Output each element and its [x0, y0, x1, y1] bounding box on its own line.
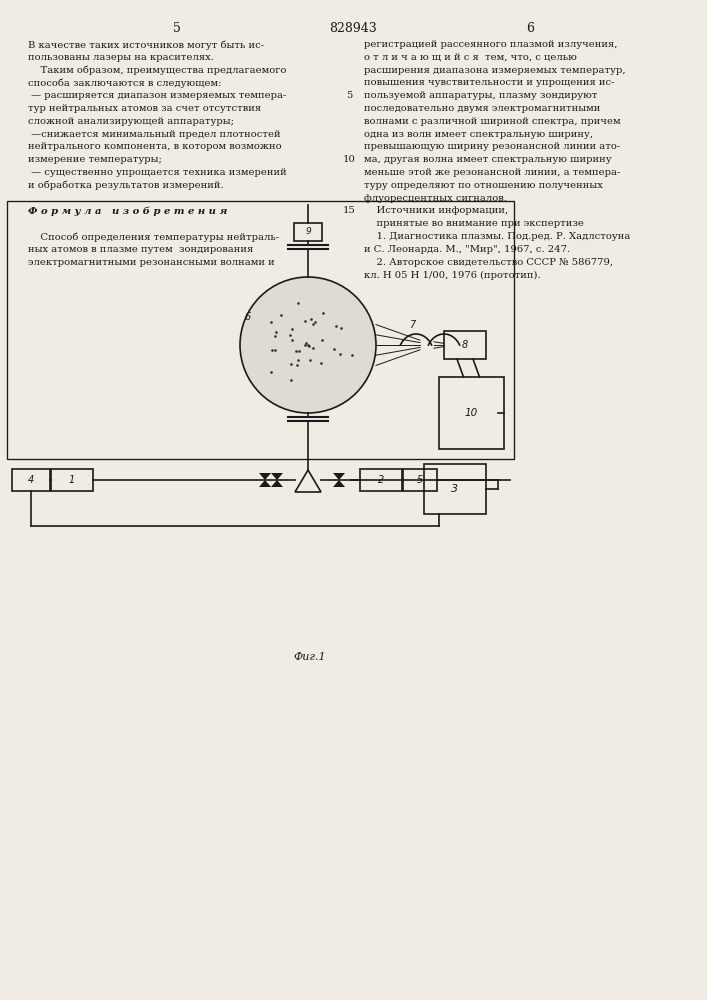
- Text: —снижается минимальный предел плотностей: —снижается минимальный предел плотностей: [28, 130, 281, 139]
- Text: 9: 9: [305, 228, 311, 236]
- Text: и С. Леонарда. М., "Мир", 1967, с. 247.: и С. Леонарда. М., "Мир", 1967, с. 247.: [364, 245, 570, 254]
- Text: 5: 5: [173, 22, 181, 35]
- Text: нейтрального компонента, в котором возможно: нейтрального компонента, в котором возмо…: [28, 142, 281, 151]
- Bar: [7, 201, 514, 459]
- Text: расширения диапазона измеряемых температур,: расширения диапазона измеряемых температ…: [364, 66, 626, 75]
- Text: регистрацией рассеянного плазмой излучения,: регистрацией рассеянного плазмой излучен…: [364, 40, 617, 49]
- Text: ма, другая волна имеет спектральную ширину: ма, другая волна имеет спектральную шири…: [364, 155, 612, 164]
- Bar: [360, 469, 402, 491]
- Bar: [294, 223, 322, 241]
- Text: 4: 4: [28, 475, 34, 485]
- Text: превышающую ширину резонансной линии ато-: превышающую ширину резонансной линии ато…: [364, 142, 620, 151]
- Polygon shape: [271, 473, 283, 480]
- Text: и обработка результатов измерений.: и обработка результатов измерений.: [28, 181, 223, 190]
- Text: 6: 6: [526, 22, 534, 35]
- Text: 10: 10: [343, 155, 356, 164]
- Text: последовательно двумя электромагнитными: последовательно двумя электромагнитными: [364, 104, 600, 113]
- Text: Ф о р м у л а   и з о б р е т е н и я: Ф о р м у л а и з о б р е т е н и я: [28, 206, 228, 216]
- Text: 1. Диагностика плазмы. Под.ред. Р. Хадлстоуна: 1. Диагностика плазмы. Под.ред. Р. Хадлс…: [364, 232, 631, 241]
- Bar: [444, 331, 486, 359]
- Text: способа заключаются в следующем:: способа заключаются в следующем:: [28, 78, 221, 88]
- Text: пользованы лазеры на красителях.: пользованы лазеры на красителях.: [28, 53, 214, 62]
- Text: 10: 10: [465, 408, 478, 418]
- Text: принятые во внимание при экспертизе: принятые во внимание при экспертизе: [364, 219, 584, 228]
- Text: кл. Н 05 Н 1/00, 1976 (прототип).: кл. Н 05 Н 1/00, 1976 (прототип).: [364, 270, 541, 280]
- Text: 5: 5: [346, 91, 352, 100]
- Text: Способ определения температуры нейтраль-: Способ определения температуры нейтраль-: [28, 232, 279, 241]
- Text: волнами с различной шириной спектра, причем: волнами с различной шириной спектра, при…: [364, 117, 621, 126]
- Text: электромагнитными резонансными волнами и: электромагнитными резонансными волнами и: [28, 258, 275, 267]
- Bar: [12, 469, 50, 491]
- Bar: [51, 469, 93, 491]
- Text: Фиг.1: Фиг.1: [293, 652, 327, 662]
- Text: измерение температуры;: измерение температуры;: [28, 155, 162, 164]
- Text: одна из волн имеет спектральную ширину,: одна из волн имеет спектральную ширину,: [364, 130, 593, 139]
- Text: о т л и ч а ю щ и й с я  тем, что, с целью: о т л и ч а ю щ и й с я тем, что, с цель…: [364, 53, 577, 62]
- Polygon shape: [333, 480, 345, 487]
- Bar: [439, 377, 504, 449]
- Text: Таким образом, преимущества предлагаемого: Таким образом, преимущества предлагаемог…: [28, 66, 286, 75]
- Text: флуоресцентных сигналов.: флуоресцентных сигналов.: [364, 194, 507, 203]
- Text: повышения чувствительности и упрощения ис-: повышения чувствительности и упрощения и…: [364, 78, 614, 87]
- Text: ных атомов в плазме путем  зондирования: ных атомов в плазме путем зондирования: [28, 245, 253, 254]
- Text: 1: 1: [69, 475, 75, 485]
- Polygon shape: [333, 473, 345, 480]
- Polygon shape: [259, 480, 271, 487]
- Text: — расширяется диапазон измеряемых темпера-: — расширяется диапазон измеряемых темпер…: [28, 91, 286, 100]
- Polygon shape: [271, 480, 283, 487]
- Text: пользуемой аппаратуры, плазму зондируют: пользуемой аппаратуры, плазму зондируют: [364, 91, 597, 100]
- Text: 8: 8: [462, 340, 468, 350]
- Text: 828943: 828943: [329, 22, 377, 35]
- Text: Источники информации,: Источники информации,: [364, 206, 508, 215]
- Text: 6: 6: [244, 312, 250, 322]
- Text: 5: 5: [417, 475, 423, 485]
- Text: меньше этой же резонансной линии, а темпера-: меньше этой же резонансной линии, а темп…: [364, 168, 620, 177]
- Circle shape: [240, 277, 376, 413]
- Bar: [403, 469, 437, 491]
- Text: 15: 15: [343, 206, 356, 215]
- Text: тур нейтральных атомов за счет отсутствия: тур нейтральных атомов за счет отсутстви…: [28, 104, 261, 113]
- Text: В качестве таких источников могут быть ис-: В качестве таких источников могут быть и…: [28, 40, 264, 49]
- Bar: [424, 464, 486, 514]
- Polygon shape: [259, 473, 271, 480]
- Text: 3: 3: [452, 484, 459, 494]
- Text: 7: 7: [409, 320, 415, 330]
- Text: 2. Авторское свидетельство СССР № 586779,: 2. Авторское свидетельство СССР № 586779…: [364, 258, 613, 267]
- Text: туру определяют по отношению полученных: туру определяют по отношению полученных: [364, 181, 603, 190]
- Text: 2: 2: [378, 475, 384, 485]
- Text: сложной анализирующей аппаратуры;: сложной анализирующей аппаратуры;: [28, 117, 234, 126]
- Text: — существенно упрощается техника измерений: — существенно упрощается техника измерен…: [28, 168, 287, 177]
